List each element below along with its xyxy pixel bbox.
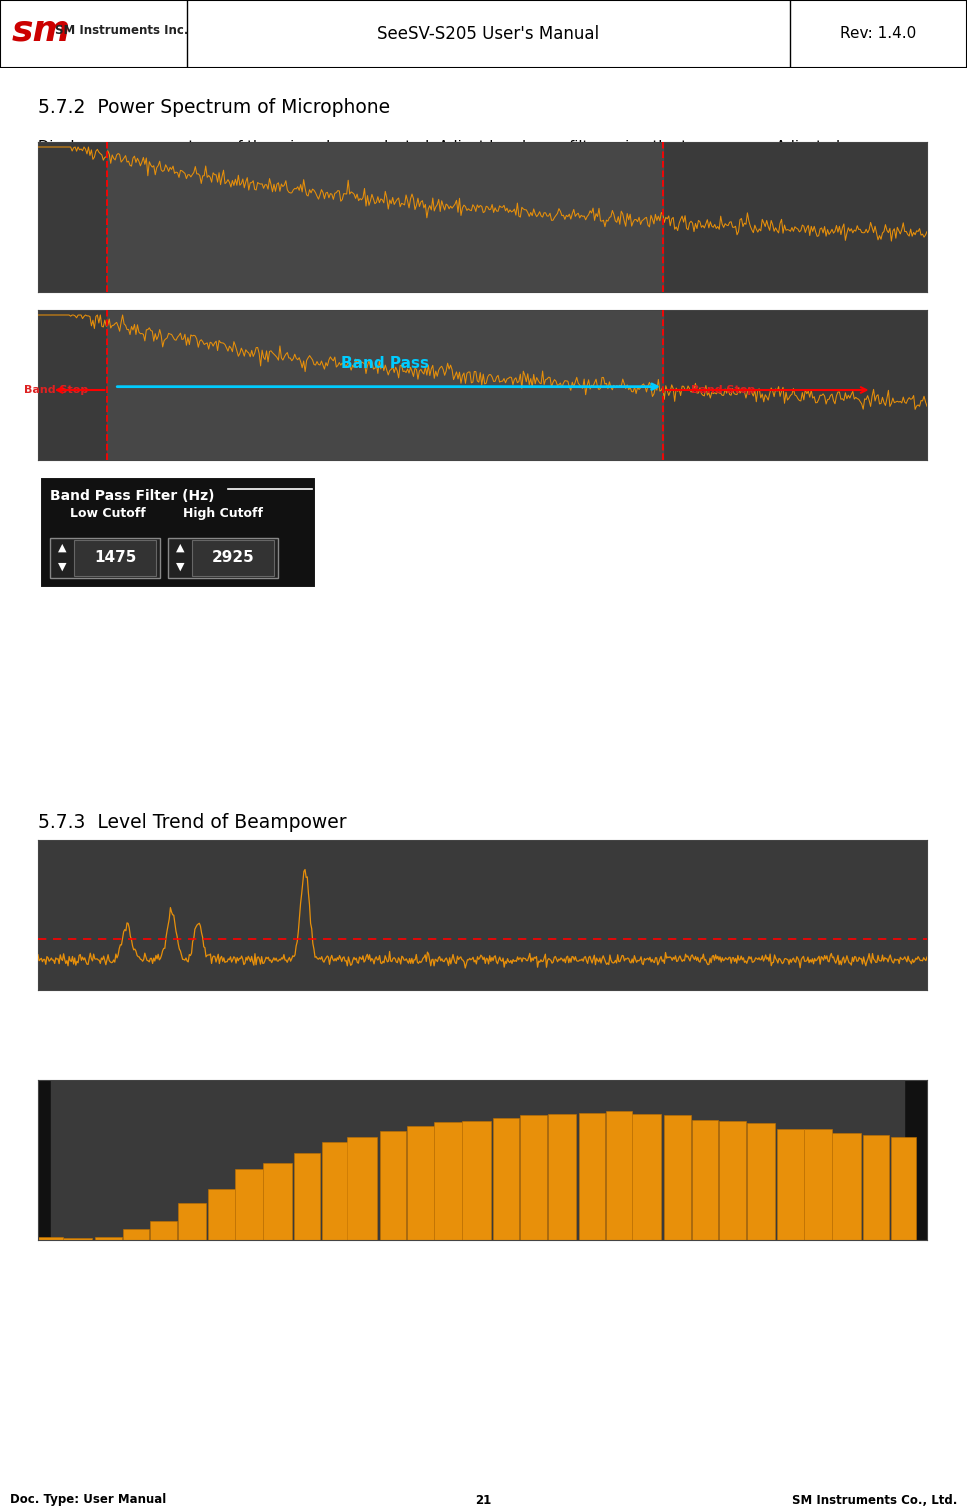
Bar	[462, 1120, 490, 1240]
Bar	[407, 1126, 433, 1240]
Bar	[38, 310, 927, 461]
Bar	[747, 1123, 776, 1240]
Text: ▼: ▼	[58, 562, 67, 572]
Bar	[63, 1238, 93, 1240]
Bar	[150, 1222, 177, 1240]
Text: ▲: ▲	[176, 544, 185, 553]
Bar	[664, 1114, 690, 1240]
Bar	[631, 1114, 661, 1240]
X-axis label: Frequency (Hz): Frequency (Hz)	[440, 317, 525, 326]
Text: sm: sm	[12, 14, 72, 48]
Text: 5.7.3  Level Trend of Beampower: 5.7.3 Level Trend of Beampower	[38, 812, 346, 832]
X-axis label: Frequency (Hz): Frequency (Hz)	[435, 1264, 530, 1274]
Bar	[863, 1134, 890, 1240]
Bar	[380, 1131, 406, 1240]
Text: 5.7.4  1/3 Octave Level of Microphone: 5.7.4 1/3 Octave Level of Microphone	[38, 1098, 395, 1117]
Bar	[892, 1137, 917, 1240]
Text: Displays of the beam power level trend for 10 sec. The red-dotted line is the th: Displays of the beam power level trend f…	[38, 853, 819, 868]
Bar	[606, 1111, 632, 1240]
Text: 2925: 2925	[212, 551, 254, 566]
Y-axis label: Amplitude (dB): Amplitude (dB)	[0, 178, 11, 257]
Bar	[123, 1229, 149, 1240]
Bar	[493, 1117, 519, 1240]
Text: ▼: ▼	[176, 562, 185, 572]
Text: Rev: 1.4.0: Rev: 1.4.0	[840, 27, 916, 41]
Bar	[38, 142, 927, 291]
Text: Displays of the 1/3 octave band level of the microphone signal.: Displays of the 1/3 octave band level of…	[38, 1139, 502, 1154]
Bar	[107, 310, 663, 461]
Bar	[548, 1114, 576, 1240]
Bar	[192, 541, 274, 575]
Bar	[95, 1237, 122, 1240]
Text: SeeSV-S205 User's Manual: SeeSV-S205 User's Manual	[377, 26, 600, 42]
Text: 1475: 1475	[94, 551, 136, 566]
Y-axis label: Band power (dB): Band power (dB)	[0, 1116, 11, 1203]
Bar	[578, 1113, 605, 1240]
Bar	[347, 1137, 377, 1240]
Text: Band Pass Filter (Hz): Band Pass Filter (Hz)	[50, 489, 215, 503]
Text: line is the trigger level when the record mode is "trigger".: line is the trigger level when the recor…	[38, 888, 463, 903]
Text: SM Instruments Inc.: SM Instruments Inc.	[55, 24, 189, 38]
Text: 21: 21	[476, 1493, 491, 1507]
Y-axis label: Beampower (dB): Beampower (dB)	[0, 871, 8, 959]
Bar	[50, 538, 160, 578]
Text: Band Pass: Band Pass	[341, 356, 429, 371]
Bar	[833, 1132, 861, 1240]
Bar	[520, 1116, 547, 1240]
Bar	[37, 1238, 64, 1240]
X-axis label: Time (s): Time (s)	[460, 1013, 505, 1024]
Bar	[178, 1203, 206, 1240]
Bar	[209, 1188, 235, 1240]
Bar	[718, 1122, 747, 1240]
Bar	[107, 142, 663, 291]
Text: Band Stop: Band Stop	[24, 385, 88, 396]
Y-axis label: Amplitude (dB): Amplitude (dB)	[0, 346, 11, 424]
Text: High Cutoff: High Cutoff	[183, 507, 263, 519]
Bar	[691, 1120, 718, 1240]
Text: Low Cutoff: Low Cutoff	[71, 507, 146, 519]
Bar	[168, 538, 278, 578]
Bar	[51, 1080, 904, 1240]
Bar	[263, 1163, 292, 1240]
Bar	[74, 541, 156, 575]
Text: Doc. Type: User Manual: Doc. Type: User Manual	[10, 1493, 166, 1507]
Bar	[38, 840, 927, 991]
Bar	[434, 1122, 461, 1240]
Bar	[322, 1143, 348, 1240]
Text: ▲: ▲	[58, 544, 67, 553]
Bar	[294, 1154, 320, 1240]
Text: Displays power spectrum of the microphone selected. Adjust band pass filter usin: Displays power spectrum of the microphon…	[38, 140, 840, 156]
Bar	[235, 1169, 263, 1240]
Bar	[777, 1128, 804, 1240]
Text: 5.7.2  Power Spectrum of Microphone: 5.7.2 Power Spectrum of Microphone	[38, 98, 390, 116]
X-axis label: Frequency (Hz): Frequency (Hz)	[440, 485, 525, 495]
Text: range will be highlighted. Frequency range of the filter can be adjusted using t: range will be highlighted. Frequency ran…	[38, 175, 835, 190]
Bar	[805, 1129, 832, 1240]
Text: Band Stop: Band Stop	[690, 385, 755, 396]
Text: SM Instruments Co., Ltd.: SM Instruments Co., Ltd.	[792, 1493, 957, 1507]
